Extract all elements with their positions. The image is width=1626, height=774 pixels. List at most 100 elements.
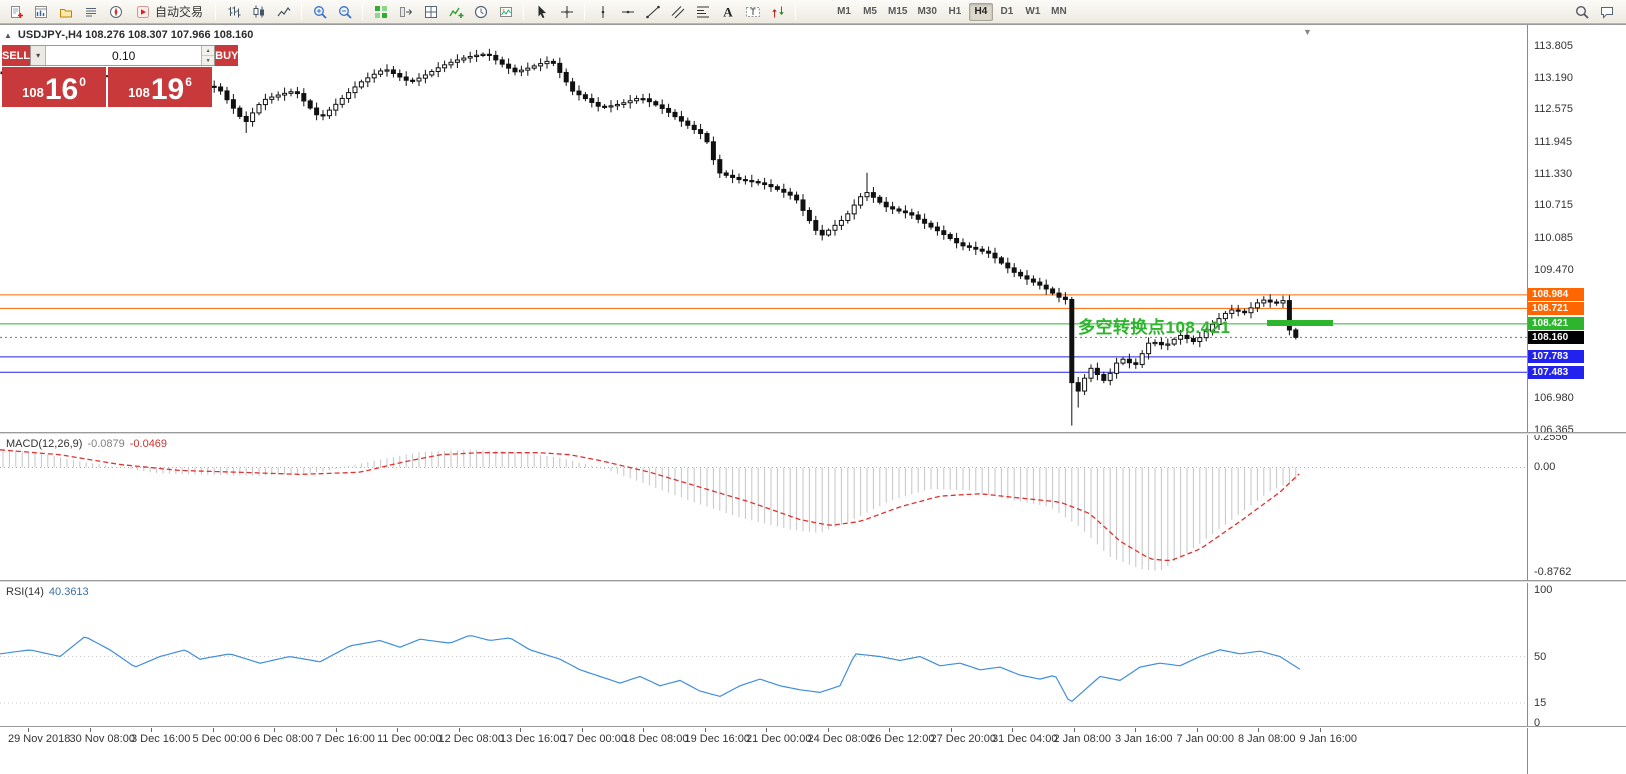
candlestick-chart-icon[interactable] xyxy=(247,2,270,22)
fibonacci-icon[interactable] xyxy=(691,2,714,22)
vertical-line-icon[interactable] xyxy=(591,2,614,22)
time-axis[interactable]: 29 Nov 2018 30 Nov 08:00 3 Dec 16:00 5 Dec … xyxy=(0,728,1527,750)
cursor-icon[interactable] xyxy=(530,2,553,22)
timeframe-mn[interactable]: MN xyxy=(1051,6,1067,17)
zoom-in-icon xyxy=(313,5,327,19)
time-axis-label: 7 Dec 16:00 xyxy=(315,733,375,745)
zoom-out-icon[interactable] xyxy=(333,2,356,22)
auto-scroll-icon[interactable] xyxy=(369,2,392,22)
arrows-icon[interactable] xyxy=(766,2,789,22)
time-axis-tick xyxy=(704,728,706,732)
horizontal-line-icon[interactable] xyxy=(616,2,639,22)
symbol-ohlc-text: USDJPY-,H4 108.276 108.307 107.966 108.1… xyxy=(17,29,254,41)
bar-chart-icon xyxy=(228,6,241,17)
chart-shift-icon xyxy=(399,6,412,17)
chart-annotation-text[interactable]: 多空转换点108.421 xyxy=(1078,318,1231,337)
line-chart-icon xyxy=(277,6,290,16)
chat-icon xyxy=(1600,6,1613,19)
navigator-icon[interactable] xyxy=(104,2,127,22)
lot-dropdown-button[interactable]: ▾ xyxy=(31,46,47,65)
bar-chart-icon[interactable] xyxy=(222,2,245,22)
pane-splitter-rsi[interactable] xyxy=(0,580,1626,583)
price-axis[interactable]: 113.805 113.190 112.575 111.945 111.330 110.7… xyxy=(1527,25,1626,774)
oneclick-collapse-icon[interactable]: ▲ xyxy=(4,30,12,40)
current-price-tag: 108.160 xyxy=(1528,330,1584,344)
time-axis-label: 7 Jan 00:00 xyxy=(1176,733,1235,745)
search-icon[interactable] xyxy=(1570,2,1593,22)
timeframe-m5[interactable]: M5 xyxy=(863,6,877,17)
buy-price-big: 19 xyxy=(150,72,185,106)
crosshair-icon[interactable] xyxy=(555,2,578,22)
channel-icon[interactable] xyxy=(666,2,689,22)
rsi-value: 40.3613 xyxy=(48,586,89,598)
timeframe-w1[interactable]: W1 xyxy=(1025,6,1041,17)
new-order-icon[interactable] xyxy=(4,2,27,22)
chart-end-marker-icon: ▼ xyxy=(1303,27,1312,37)
annotation-thick-line[interactable] xyxy=(1267,320,1333,326)
cursor-icon xyxy=(538,5,546,18)
zoom-in-icon[interactable] xyxy=(308,2,331,22)
text-label-icon: T xyxy=(745,6,760,17)
toolbar-separator xyxy=(795,3,797,20)
chart-shift-icon[interactable] xyxy=(394,2,417,22)
timeframe-h4[interactable]: H4 xyxy=(968,2,993,21)
timeframe-m15[interactable]: M15 xyxy=(888,6,908,17)
time-axis-tick xyxy=(766,728,767,732)
price-line-tag: 107.483 xyxy=(1528,365,1584,379)
autotrading-button[interactable]: 自动交易 xyxy=(128,2,210,22)
toolbar: 自动交易 A T M1 M5 M15 M30 H1 H4 D1 W1 MN xyxy=(0,0,1626,24)
lot-increase-button[interactable]: ▲ xyxy=(202,46,215,56)
text-icon[interactable]: A xyxy=(716,2,739,22)
new-chart-icon[interactable] xyxy=(29,2,52,22)
lot-decrease-button[interactable]: ▼ xyxy=(202,56,215,65)
time-axis-tick xyxy=(1196,728,1198,732)
time-axis-label: 6 Dec 08:00 xyxy=(254,733,314,745)
buy-price-prefix: 108 xyxy=(128,85,150,100)
time-axis-tick xyxy=(458,728,460,732)
buy-price-button[interactable]: 108 19 6 xyxy=(108,67,212,107)
profiles-icon[interactable] xyxy=(54,2,77,22)
timeframe-h1[interactable]: H1 xyxy=(948,6,962,17)
templates-icon[interactable] xyxy=(494,2,517,22)
buy-label: BUY xyxy=(215,45,239,66)
trendline-icon[interactable] xyxy=(641,2,664,22)
timeframe-d1[interactable]: D1 xyxy=(1000,6,1014,17)
time-axis-tick xyxy=(274,728,275,732)
pane-splitter-macd[interactable] xyxy=(0,432,1626,435)
timeframe-m30[interactable]: M30 xyxy=(917,6,937,17)
timeframe-toolbar: M1 M5 M15 M30 H1 H4 D1 W1 MN xyxy=(831,2,1072,21)
rsi-pane[interactable]: RSI(14) 40.3613 xyxy=(0,583,1527,726)
tile-windows-icon[interactable] xyxy=(419,2,442,22)
toolbar-separator xyxy=(362,3,364,20)
axis-label: 0 xyxy=(1534,717,1541,729)
axis-label: 15 xyxy=(1534,697,1547,710)
autotrading-label: 自动交易 xyxy=(155,5,204,19)
market-watch-icon[interactable] xyxy=(79,2,102,22)
periods-icon[interactable] xyxy=(469,2,492,22)
macd-pane[interactable]: MACD(12,26,9) -0.0879 -0.0469 xyxy=(0,435,1527,580)
vertical-line-icon xyxy=(601,5,604,18)
chat-icon[interactable] xyxy=(1595,2,1618,22)
macd-signal-value: -0.0469 xyxy=(129,438,168,450)
time-axis-label: 12 Dec 08:00 xyxy=(438,733,504,745)
toolbar-separator xyxy=(301,3,303,20)
symbol-info: ▲ USDJPY-,H4 108.276 108.307 107.966 108… xyxy=(4,29,253,41)
tile-windows-icon xyxy=(424,5,437,18)
axis-label: 0.00 xyxy=(1534,461,1556,474)
time-axis-splitter[interactable] xyxy=(0,726,1626,728)
timeframe-m1[interactable]: M1 xyxy=(837,6,851,17)
time-axis-tick xyxy=(827,728,829,732)
sell-price-button[interactable]: 108 16 0 xyxy=(2,67,106,107)
axis-label: 110.085 xyxy=(1534,232,1573,244)
toolbar-separator xyxy=(523,3,525,20)
lot-size-input[interactable] xyxy=(46,46,202,65)
axis-label: 111.945 xyxy=(1534,136,1573,148)
time-axis-label: 30 Nov 08:00 xyxy=(69,733,135,745)
line-chart-icon[interactable] xyxy=(272,2,295,22)
time-axis-tick xyxy=(520,728,521,732)
toolbar-separator xyxy=(215,3,217,20)
price-chart-pane[interactable]: ▲ USDJPY-,H4 108.276 108.307 107.966 108… xyxy=(0,25,1527,432)
text-label-icon[interactable]: T xyxy=(741,2,764,22)
macd-canvas xyxy=(0,448,1527,571)
indicators-icon[interactable] xyxy=(444,2,467,22)
